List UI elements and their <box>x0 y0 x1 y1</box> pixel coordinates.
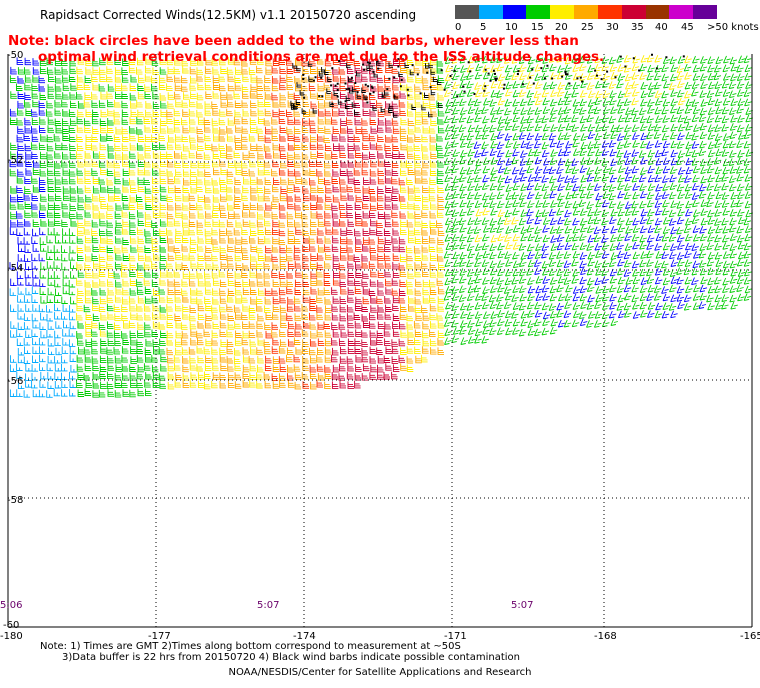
wind-barbs-layer <box>9 54 754 398</box>
longitude-label: -168 <box>594 631 617 642</box>
footer-note-1: Note: 1) Times are GMT 2)Times along bot… <box>40 641 461 652</box>
longitude-labels: -180 -177 -174 -171 -168 -165 <box>0 631 760 642</box>
wind-speed-legend: 0 5 10 15 20 25 30 35 40 45 >50 knots <box>455 5 759 35</box>
warning-line-2: optimal wind retrieval conditions are me… <box>38 49 605 65</box>
legend-tick-label: 35 <box>631 22 644 33</box>
legend-swatch <box>478 5 503 19</box>
legend-color-bar <box>455 5 717 19</box>
warning-line-1: Note: black circles have been added to t… <box>8 33 579 49</box>
legend-swatch <box>455 5 479 19</box>
legend-tick-label: 20 <box>555 22 568 33</box>
wind-barb-group <box>166 57 445 390</box>
map-frame <box>7 54 753 628</box>
legend-tick-label: 40 <box>655 22 668 33</box>
latitude-label: -54 <box>7 263 23 274</box>
longitude-label: -174 <box>293 631 316 642</box>
longitude-label: -177 <box>148 631 171 642</box>
legend-tick-label: 45 <box>681 22 694 33</box>
latitude-label: -52 <box>7 155 23 166</box>
legend-swatch <box>550 5 575 19</box>
pass-time-label: 5:06 <box>0 600 22 611</box>
legend-tick-label: 5 <box>480 22 487 33</box>
legend-swatch <box>693 5 717 19</box>
legend-tick-label: 0 <box>455 22 462 33</box>
wind-barb-group <box>9 54 754 398</box>
time-labels: 5:06 5:07 5:07 <box>0 600 533 611</box>
wind-barb-group <box>264 57 406 389</box>
latitude-label: -50 <box>7 50 23 61</box>
footer-notes: Note: 1) Times are GMT 2)Times along bot… <box>40 641 520 663</box>
altitude-warning-note: Note: black circles have been added to t… <box>8 33 604 65</box>
wind-barb-group <box>9 286 77 398</box>
longitude-label: -171 <box>444 631 467 642</box>
contamination-circles-layer <box>290 53 685 118</box>
wind-barb-group <box>76 54 692 390</box>
longitude-label: -180 <box>0 631 23 642</box>
legend-tick-label: 25 <box>581 22 594 33</box>
legend-tick-label: >50 knots <box>707 22 759 33</box>
wind-barb-group <box>331 58 406 389</box>
pass-time-label: 5:07 <box>257 600 279 611</box>
legend-swatch <box>597 5 622 19</box>
latitude-label: -56 <box>7 376 23 387</box>
latitude-label: -58 <box>7 495 23 506</box>
latitude-labels: -50 -52 -54 -56 -58 -60 <box>3 50 23 631</box>
legend-swatch <box>526 5 551 19</box>
legend-tick-label: 15 <box>531 22 544 33</box>
grid-lines <box>8 54 752 627</box>
contamination-markers <box>302 53 685 105</box>
footer-note-2: 3)Data buffer is 22 hrs from 20150720 4)… <box>62 652 520 663</box>
legend-swatch <box>502 5 527 19</box>
legend-swatch <box>621 5 646 19</box>
contaminated-barbs <box>290 60 443 118</box>
pass-time-label: 5:07 <box>511 600 533 611</box>
legend-tick-labels: 0 5 10 15 20 25 30 35 40 45 >50 knots <box>455 22 760 36</box>
credit-line: NOAA/NESDIS/Center for Satellite Applica… <box>228 667 532 678</box>
legend-tick-label: 10 <box>505 22 518 33</box>
legend-tick-label: 30 <box>606 22 619 33</box>
latitude-label: -60 <box>3 620 19 631</box>
wind-barb-group <box>9 57 708 328</box>
legend-swatch <box>645 5 670 19</box>
longitude-label: -165 <box>740 631 760 642</box>
legend-swatch <box>574 5 598 19</box>
page-title: Rapidsact Corrected Winds(12.5KM) v1.1 2… <box>40 8 417 22</box>
legend-swatch <box>669 5 694 19</box>
